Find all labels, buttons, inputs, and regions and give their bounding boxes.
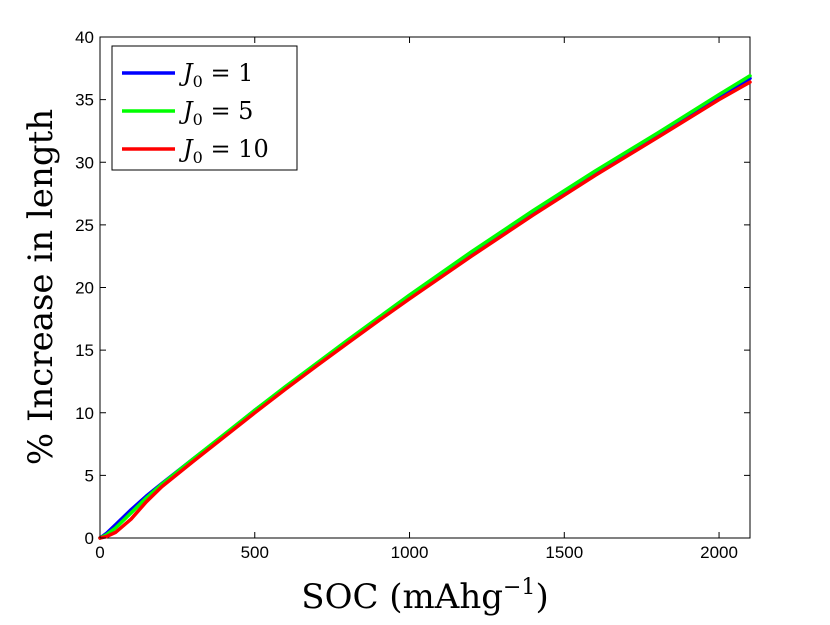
y-tick-label: 40: [75, 28, 94, 47]
x-tick-label: 1500: [545, 543, 583, 562]
legend-entry-1: J0 = 1: [178, 59, 253, 91]
y-tick-label: 35: [75, 91, 94, 110]
x-tick-label: 500: [241, 543, 269, 562]
series-layer: [98, 74, 752, 540]
x-axis-title-superscript: −1: [503, 575, 535, 600]
x-tick-label: 1000: [391, 543, 429, 562]
x-tick-label: 2000: [700, 543, 738, 562]
legend-entry-2: J0 = 5: [178, 97, 253, 129]
x-tick-label: 0: [95, 543, 104, 562]
x-axis-title-close: ): [535, 577, 548, 617]
y-tick-label: 30: [75, 153, 94, 172]
y-tick-label: 10: [75, 404, 94, 423]
y-tick-label: 15: [75, 341, 94, 360]
x-axis-title: SOC (mAhg−1): [301, 575, 548, 617]
ticks-layer: 0 500 1000 1500 2000 0 5 10 15 20 25 30 35 40: [75, 28, 750, 562]
y-tick-label: 0: [85, 529, 94, 548]
series-line-3: [98, 80, 752, 540]
y-axis-title: % Increase in length: [21, 109, 61, 465]
y-tick-label: 25: [75, 216, 94, 235]
legend-entry-3: J0 = 10: [178, 135, 269, 167]
y-tick-label: 20: [75, 279, 94, 298]
legend: J0 = 1 J0 = 5 J0 = 10: [111, 45, 298, 171]
y-tick-label: 5: [85, 466, 94, 485]
series-line-2: [98, 74, 752, 540]
